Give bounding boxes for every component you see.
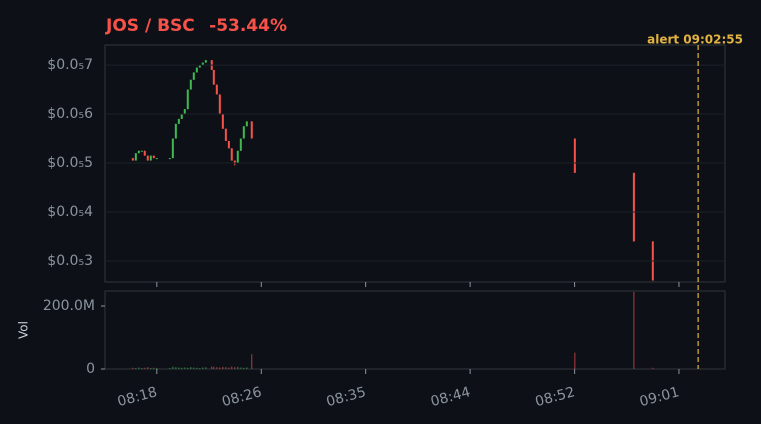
volume-bar — [147, 367, 149, 369]
y-tick-label: $0.0₅6 — [47, 106, 93, 122]
candle-body — [189, 79, 192, 90]
candle-body — [204, 60, 207, 63]
candle-body — [180, 114, 183, 119]
candle-body — [236, 150, 239, 164]
volume-bar — [222, 366, 224, 369]
volume-bar — [150, 368, 152, 369]
candle-body — [215, 84, 218, 95]
volume-bar — [184, 367, 186, 369]
y-tick-label: $0.0₅7 — [47, 57, 93, 73]
volume-bar — [135, 368, 137, 369]
candle-body — [227, 140, 230, 149]
volume-bar — [213, 366, 215, 369]
price-change: -53.44% — [209, 16, 287, 36]
volume-bar — [172, 366, 174, 369]
volume-bar — [251, 354, 253, 369]
candle-body — [230, 148, 233, 161]
volume-bar — [156, 368, 158, 369]
candle-body — [233, 160, 236, 164]
volume-bar — [219, 367, 221, 369]
candle-body — [149, 155, 152, 161]
volume-bar — [132, 367, 134, 369]
volume-bar — [138, 367, 140, 369]
candle-body — [242, 126, 245, 139]
volume-bar — [153, 367, 155, 369]
candle-body — [250, 121, 253, 139]
candle-body — [174, 123, 177, 139]
volume-bar — [246, 367, 248, 369]
candle-body — [146, 155, 149, 161]
candle-body — [632, 172, 635, 242]
pair-name: JOS / BSC — [105, 16, 195, 36]
volume-bar — [193, 367, 195, 369]
candle-body — [221, 114, 224, 129]
volume-bar — [243, 367, 245, 369]
chart-title: JOS / BSC -53.44% — [105, 16, 287, 36]
volume-bar — [144, 367, 146, 369]
volume-bar — [234, 367, 236, 369]
candle-body — [239, 138, 242, 151]
volume-bar — [652, 367, 654, 369]
volume-bar — [202, 367, 204, 369]
candle-body — [171, 138, 174, 159]
candle-body — [183, 109, 186, 115]
volume-bar — [231, 366, 233, 369]
candle-body — [131, 158, 134, 161]
candle-body — [245, 121, 248, 127]
volume-bar — [574, 352, 576, 369]
candle-body — [140, 150, 143, 152]
candle-body — [137, 150, 140, 154]
volume-bar — [169, 368, 171, 369]
volume-bar — [187, 367, 189, 369]
volume-bar — [633, 291, 635, 369]
candle-body — [134, 153, 137, 161]
candle-body — [573, 138, 576, 173]
candle-body — [218, 94, 221, 115]
volume-panel — [104, 290, 726, 370]
volume-bar — [225, 367, 227, 369]
y-tick-label: $0.0₅5 — [47, 155, 93, 171]
volume-bar — [178, 367, 180, 369]
y-tick-label: 200.0M — [43, 298, 95, 314]
volume-bar — [196, 367, 198, 369]
volume-bar — [216, 367, 218, 369]
candle-body — [186, 89, 189, 110]
candle-body — [155, 158, 158, 160]
candle-body — [201, 62, 204, 66]
volume-bar — [175, 367, 177, 369]
volume-axis-label: Vol — [17, 321, 31, 339]
y-tick-label: $0.0₅4 — [47, 204, 93, 220]
volume-bar — [240, 367, 242, 369]
volume-bar — [205, 367, 207, 369]
candle-body — [195, 67, 198, 73]
volume-bar — [190, 367, 192, 369]
y-tick-label: 0 — [86, 361, 95, 377]
volume-bar — [141, 368, 143, 369]
candle-body — [212, 69, 215, 85]
candle-body — [168, 158, 171, 160]
y-tick-label: $0.0₅3 — [47, 253, 93, 269]
candle-body — [192, 72, 195, 80]
volume-bar — [228, 367, 230, 369]
candle-body — [152, 155, 155, 159]
price-plot — [131, 60, 654, 281]
volume-bar — [211, 366, 213, 369]
alert-label: alert 09:02:55 — [647, 33, 743, 47]
candle-body — [224, 128, 227, 141]
volume-bar — [199, 368, 201, 369]
candle-body — [177, 118, 180, 124]
candle-body — [198, 65, 201, 68]
volume-bar — [237, 366, 239, 369]
volume-bar — [181, 367, 183, 369]
candle-body — [143, 150, 146, 156]
